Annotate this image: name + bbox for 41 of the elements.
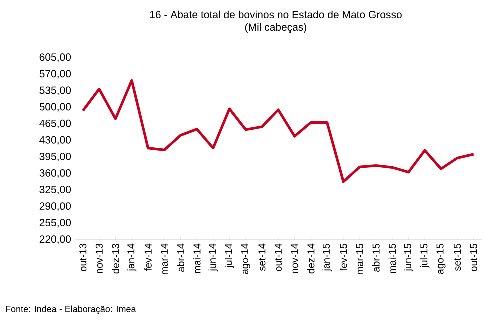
x-tick-label: mar-14 (161, 244, 168, 275)
x-tick-label: fev-15 (340, 244, 348, 272)
x-tick-label: dez-14 (307, 244, 315, 274)
x-tick-label: fev-14 (144, 244, 152, 272)
x-tick-label: nov-14 (291, 244, 298, 274)
y-tick-label: 465,00 (40, 120, 72, 129)
x-tick-label: out-15 (470, 244, 478, 272)
source-note: Fonte: Indea - Elaboração: Imea (6, 306, 136, 314)
x-tick-label: ago-15 (436, 244, 446, 274)
x-tick-label: jun-14 (208, 244, 218, 272)
y-tick-label: 255,00 (40, 219, 72, 228)
x-tick-label: dez-13 (112, 244, 120, 274)
y-tick-label: 220,00 (40, 236, 72, 244)
x-tick-label: mai-14 (193, 244, 201, 274)
x-tick-label: out-14 (275, 244, 282, 272)
x-tick-label: set-15 (454, 244, 462, 272)
y-tick-label: 325,00 (40, 186, 72, 195)
x-tick-label: jun-15 (404, 244, 414, 272)
y-tick-label: 290,00 (40, 202, 72, 212)
x-tick-label: set-14 (258, 244, 266, 272)
y-tick-label: 430,00 (40, 136, 72, 146)
x-tick-label: abr-15 (372, 244, 380, 272)
y-tick-label: 605,00 (40, 54, 72, 62)
x-tick-label: abr-14 (177, 244, 184, 272)
y-tick-label: 570,00 (40, 70, 72, 79)
x-tick-label: jul-15 (420, 244, 430, 268)
x-tick-label: mar-15 (356, 244, 364, 275)
x-tick-label: mai-15 (388, 244, 396, 274)
y-tick-label: 535,00 (40, 86, 72, 96)
x-tick-label: jan-14 (127, 244, 137, 272)
y-tick-label: 395,00 (40, 152, 72, 162)
x-tick-label: out-13 (80, 244, 87, 272)
x-tick-label: jul-14 (225, 244, 234, 268)
chart-subtitle: (Mil cabeças) (245, 23, 307, 34)
x-tick-label: jan-15 (322, 244, 332, 272)
x-tick-label: nov-13 (96, 244, 103, 274)
line-series (82, 79, 476, 184)
y-tick-label: 500,00 (40, 103, 72, 112)
y-tick-label: 360,00 (40, 169, 72, 178)
x-tick-label: ago-14 (241, 244, 250, 274)
chart-title: 16 - Abate total de bovinos no Estado de Mato Grosso (150, 10, 402, 19)
